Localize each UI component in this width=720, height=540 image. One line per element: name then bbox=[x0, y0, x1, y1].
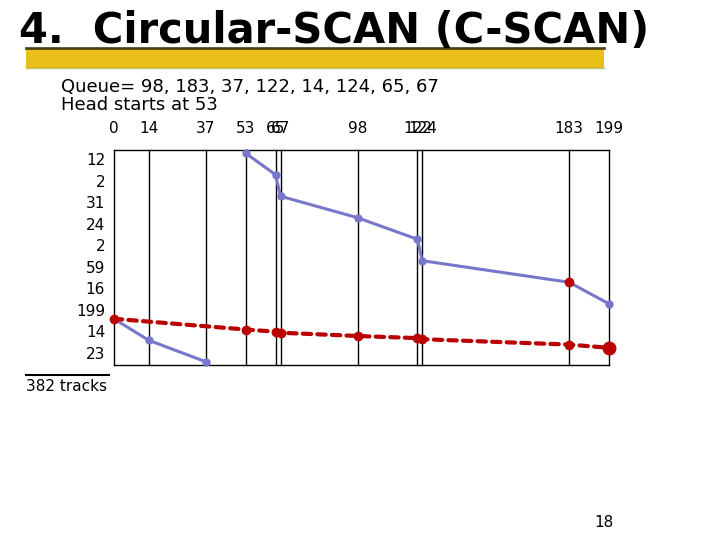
Text: 67: 67 bbox=[271, 121, 290, 136]
Text: 31: 31 bbox=[86, 196, 105, 211]
Text: 14: 14 bbox=[139, 121, 158, 136]
Text: 4.  Circular-SCAN (C-SCAN): 4. Circular-SCAN (C-SCAN) bbox=[19, 10, 649, 52]
Text: 18: 18 bbox=[594, 515, 613, 530]
Text: 23: 23 bbox=[86, 347, 105, 362]
Text: Queue= 98, 183, 37, 122, 14, 124, 65, 67: Queue= 98, 183, 37, 122, 14, 124, 65, 67 bbox=[61, 78, 439, 96]
Text: 183: 183 bbox=[554, 121, 583, 136]
Text: 59: 59 bbox=[86, 261, 105, 276]
Text: 382 tracks: 382 tracks bbox=[26, 379, 107, 394]
Text: 16: 16 bbox=[86, 282, 105, 297]
Text: 0: 0 bbox=[109, 121, 119, 136]
Text: 124: 124 bbox=[408, 121, 437, 136]
Text: 12: 12 bbox=[86, 153, 105, 168]
Text: 65: 65 bbox=[266, 121, 285, 136]
Text: 24: 24 bbox=[86, 218, 105, 233]
Text: 122: 122 bbox=[403, 121, 432, 136]
Bar bbox=[26, 48, 604, 68]
Text: 199: 199 bbox=[76, 303, 105, 319]
Text: 14: 14 bbox=[86, 325, 105, 340]
Text: 98: 98 bbox=[348, 121, 367, 136]
Text: 2: 2 bbox=[96, 175, 105, 190]
Text: 199: 199 bbox=[594, 121, 624, 136]
Text: 37: 37 bbox=[197, 121, 215, 136]
Text: 53: 53 bbox=[236, 121, 256, 136]
Text: 2: 2 bbox=[96, 239, 105, 254]
Text: Head starts at 53: Head starts at 53 bbox=[61, 96, 218, 114]
